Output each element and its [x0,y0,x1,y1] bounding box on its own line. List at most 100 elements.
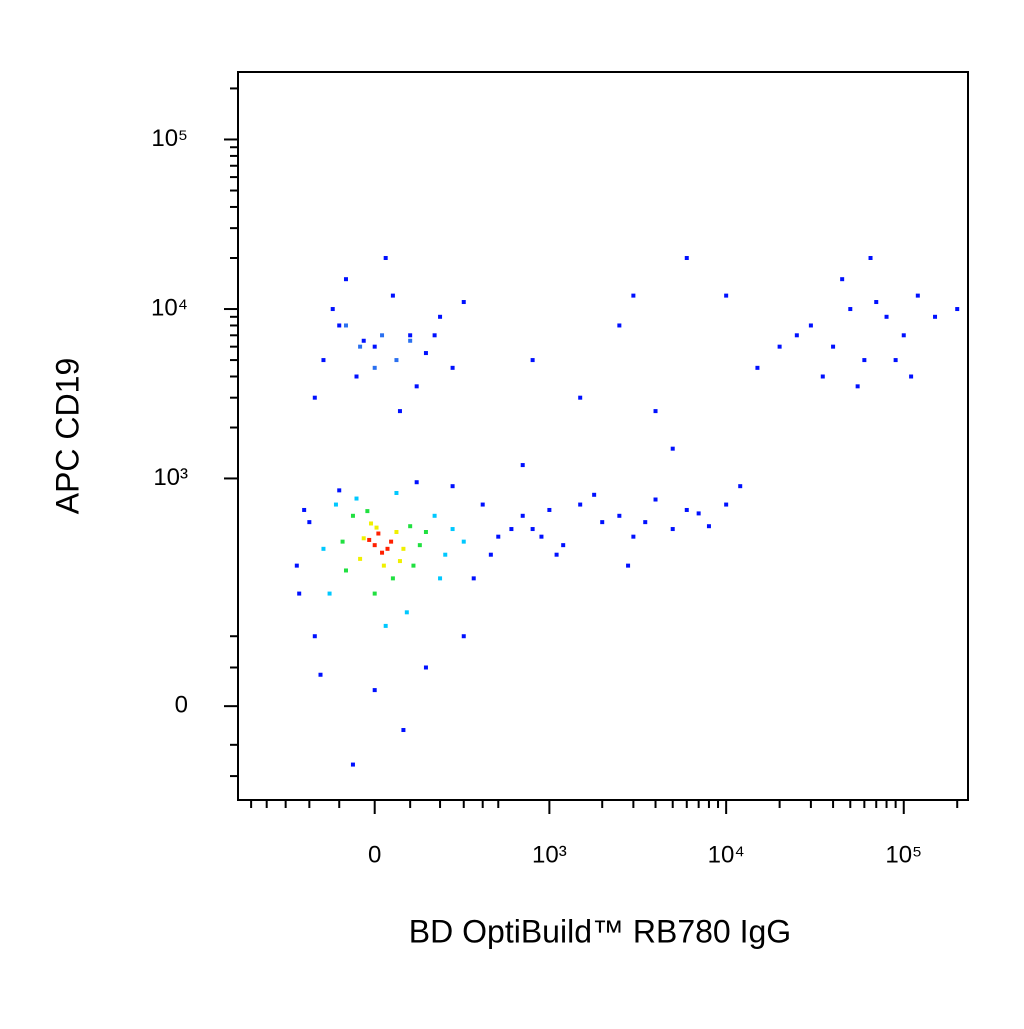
event-dot [350,762,355,767]
event-dot [520,463,525,468]
event-dot [432,513,437,518]
event-dot [380,550,385,555]
event-dot [343,277,348,282]
event-dot [365,509,370,514]
event-dot [414,384,419,389]
event-dot [340,539,345,544]
event-dot [372,591,377,596]
event-dot [777,344,782,349]
event-dot [592,492,597,497]
event-dot [330,307,335,312]
event-dot [312,395,317,400]
event-dot [509,527,514,532]
event-dot [901,333,906,338]
event-dot [423,665,428,670]
event-dot [385,546,390,551]
event-dot [401,728,406,733]
event-dot [915,293,920,298]
event-dot [653,409,658,414]
event-dot [874,300,879,305]
event-dot [367,537,372,542]
event-dot [547,507,552,512]
y-tick-label: 10⁵ [151,125,188,152]
event-dot [862,358,867,363]
event-dot [404,610,409,615]
event-dot [461,300,466,305]
y-axis-label: APC CD19 [49,358,85,515]
event-dot [389,539,394,544]
event-dot [794,333,799,338]
event-dot [337,488,342,493]
event-dot [530,358,535,363]
x-tick-label: 10³ [532,841,567,868]
event-dot [530,527,535,532]
event-dot [868,255,873,260]
event-dot [893,358,898,363]
event-dot [401,546,406,551]
event-dot [369,521,374,526]
x-tick-label: 10⁵ [885,841,922,868]
event-dot [755,365,760,370]
event-dot [450,527,455,532]
event-dot [343,568,348,573]
event-dot [321,358,326,363]
event-dot [617,513,622,518]
event-dot [539,534,544,539]
event-dot [354,496,359,501]
event-dot [408,333,413,338]
event-dot [394,490,399,495]
event-dot [724,293,729,298]
event-dot [381,563,386,568]
event-dot [496,534,501,539]
event-dot [461,634,466,639]
event-dot [432,333,437,338]
event-dot [294,563,299,568]
event-dot [312,634,317,639]
y-tick-label: 10⁴ [151,294,188,321]
event-dot [554,552,559,557]
event-dot [955,307,960,312]
x-tick-label: 0 [368,841,381,868]
event-dot [724,502,729,507]
event-dot [461,539,466,544]
event-dot [408,338,413,343]
event-dot [318,672,323,677]
event-dot [358,344,363,349]
event-dot [372,344,377,349]
event-dot [684,255,689,260]
event-dot [414,480,419,485]
event-dot [450,365,455,370]
event-dot [450,484,455,489]
x-axis-label: BD OptiBuild™ RB780 IgG [409,913,791,949]
event-dot [390,576,395,581]
event-dot [670,527,675,532]
event-dot [417,543,422,548]
event-dot [696,511,701,516]
event-dot [855,384,860,389]
event-dot [884,314,889,319]
event-dot [684,507,689,512]
event-dot [376,531,381,536]
event-dot [653,497,658,502]
event-dot [820,374,825,379]
event-dot [631,534,636,539]
event-dot [520,513,525,518]
event-dot [411,563,416,568]
event-dot [358,556,363,561]
event-dot [909,374,914,379]
event-dot [670,446,675,451]
event-dot [397,409,402,414]
event-dot [333,502,338,507]
event-dot [390,293,395,298]
event-dot [438,576,443,581]
event-dot [643,520,648,525]
event-dot [443,552,448,557]
event-dot [337,323,342,328]
event-dot [561,543,566,548]
event-dot [600,520,605,525]
event-dot [480,502,485,507]
event-dot [438,314,443,319]
event-dot [394,358,399,363]
event-dot [361,338,366,343]
